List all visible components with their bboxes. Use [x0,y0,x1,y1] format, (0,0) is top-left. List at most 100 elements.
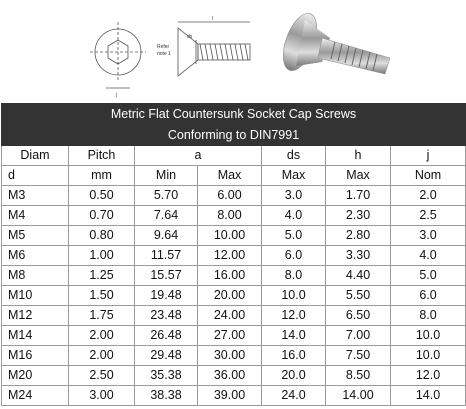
table-cell: 10.0 [389,325,466,346]
column-header: j [389,145,466,166]
table-cell: 8.00 [197,205,262,226]
table-cell: 12.00 [197,245,262,266]
table-cell: 2.80 [325,225,391,246]
column-subheader: Max [261,165,326,186]
table-cell: 0.80 [68,225,135,246]
table-cell: 14.0 [389,385,466,406]
table-cell: 2.00 [68,345,135,366]
table-cell: M8 [1,265,69,286]
table-cell: 23.48 [134,305,198,326]
table-cell: 12.0 [261,305,326,326]
table-cell: 2.50 [68,365,135,386]
table-cell: 24.00 [197,305,262,326]
table-cell: M3 [1,185,69,206]
table-cell: 1.70 [325,185,391,206]
table-cell: 1.00 [68,245,135,266]
column-subheader: Max [325,165,391,186]
table-cell: 16.0 [261,345,326,366]
table-cell: 36.00 [197,365,262,386]
table-cell: 2.00 [68,325,135,346]
table-cell: 16.00 [197,265,262,286]
table-cell: 27.00 [197,325,262,346]
table-cell: 8.0 [389,305,466,326]
column-subheader: mm [68,165,135,186]
table-cell: 20.0 [261,365,326,386]
table-cell: 4.0 [261,205,326,226]
table-cell: 30.00 [197,345,262,366]
table-row: M14 2.00 26.48 27.00 14.0 7.00 10.0 [1,325,466,346]
table-cell: 1.75 [68,305,135,326]
table-cell: 7.50 [325,345,391,366]
table-cell: 19.48 [134,285,198,306]
table-cell: 6.0 [261,245,326,266]
column-header: h [325,145,391,166]
label-j: j [115,92,117,98]
table-cell: 38.38 [134,385,198,406]
table-row: M20 2.50 35.38 36.00 20.0 8.50 12.0 [1,365,466,386]
table-cell: 10.00 [197,225,262,246]
column-header: a [134,145,262,166]
table-row: M4 0.70 7.64 8.00 4.0 2.30 2.5 [1,205,466,226]
table-row: Diam Pitch a ds h j [1,145,466,166]
table-cell: M12 [1,305,69,326]
table-cell: 9.64 [134,225,198,246]
table-cell: M4 [1,205,69,226]
label-note: note 1 [157,51,171,57]
table-cell: M24 [1,385,69,406]
table-row: Metric Flat Countersunk Socket Cap Screw… [0,103,466,125]
table-cell: M6 [1,245,69,266]
table-cell: 1.25 [68,265,135,286]
table-cell: 3.0 [261,185,326,206]
table-cell: 8.50 [325,365,391,386]
table-cell: 4.0 [389,245,466,266]
table-cell: 14.0 [261,325,326,346]
table-cell: M20 [1,365,69,386]
table-cell: 5.50 [325,285,391,306]
table-cell: 10.0 [389,345,466,366]
table-cell: 0.50 [68,185,135,206]
table-cell: 6.00 [197,185,262,206]
column-header: ds [261,145,326,166]
table-cell: 4.40 [325,265,391,286]
table-row: d mm Min Max Max Max Nom [1,165,466,186]
table-cell: M14 [1,325,69,346]
table-row: M5 0.80 9.64 10.00 5.0 2.80 3.0 [1,225,466,246]
table-cell: 3.30 [325,245,391,266]
table-cell: 8.0 [261,265,326,286]
label-ds: ds [187,34,193,40]
table-subtitle: Conforming to DIN7991 [0,124,466,146]
table-cell: 24.0 [261,385,326,406]
table-cell: M16 [1,345,69,366]
table-cell: 0.70 [68,205,135,226]
table-row: M24 3.00 38.38 39.00 24.0 14.00 14.0 [1,385,466,406]
table-cell: 20.00 [197,285,262,306]
table-row: M10 1.50 19.48 20.00 10.0 5.50 6.0 [1,285,466,306]
column-header: Diam [1,145,69,166]
column-header: Pitch [68,145,135,166]
column-subheader: Min [134,165,198,186]
table-cell: 29.48 [134,345,198,366]
table-cell: 35.38 [134,365,198,386]
table-cell: 7.00 [325,325,391,346]
table-cell: 2.30 [325,205,391,226]
table-cell: 1.50 [68,285,135,306]
table-row: M8 1.25 15.57 16.00 8.0 4.40 5.0 [1,265,466,286]
table-cell: 6.50 [325,305,391,326]
table-row: M6 1.00 11.57 12.00 6.0 3.30 4.0 [1,245,466,266]
column-subheader: Max [197,165,262,186]
table-cell: 2.5 [389,205,466,226]
column-subheader: Nom [389,165,466,186]
table-cell: 3.00 [68,385,135,406]
table-cell: 7.64 [134,205,198,226]
table-cell: 5.70 [134,185,198,206]
spec-table: Metric Flat Countersunk Socket Cap Screw… [0,103,466,406]
table-row: M12 1.75 23.48 24.00 12.0 6.50 8.0 [1,305,466,326]
table-cell: 15.57 [134,265,198,286]
screw-photo [283,13,391,75]
table-cell: 2.0 [389,185,466,206]
diagram: l ds Refer note 1 j [90,13,391,98]
table-row: M3 0.50 5.70 6.00 3.0 1.70 2.0 [1,185,466,206]
column-subheader: d [1,165,69,186]
label-l: l [212,16,213,22]
